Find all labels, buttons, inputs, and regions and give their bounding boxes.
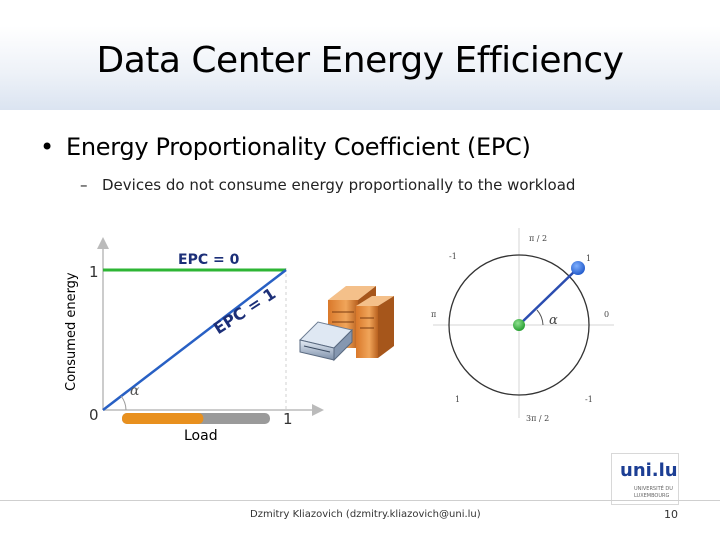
- circle-scale-label: -1: [449, 252, 457, 261]
- graph-angle-label: α: [130, 383, 140, 399]
- circle-label-bottom: 3π / 2: [526, 414, 550, 423]
- bullet-dot-icon: •: [40, 133, 54, 161]
- vector-tip-dot: [571, 261, 585, 275]
- circle-angle-label: α: [549, 313, 558, 328]
- circle-scale-label: 1: [586, 254, 592, 263]
- logo-line: UNIVERSITÉ DU: [634, 486, 673, 492]
- circle-label-left: π: [431, 310, 437, 319]
- page-number: 10: [664, 508, 678, 521]
- tick-x-one: 1: [283, 410, 293, 428]
- sub-bullet-item: – Devices do not consume energy proportio…: [80, 176, 575, 194]
- bullet-item: • Energy Proportionality Coefficient (EPC…: [40, 133, 531, 161]
- university-logo: uni.lu UNIVERSITÉ DU LUXEMBOURG: [611, 453, 679, 505]
- footer-divider: [0, 500, 720, 501]
- unit-circle-diagram: [433, 228, 614, 418]
- footer-author: Dzmitry Kliazovich (dzmitry.kliazovich@u…: [250, 509, 481, 520]
- epc-one-line: [102, 269, 287, 411]
- circle-scale-label: -1: [585, 395, 593, 404]
- circle-label-right: 0: [604, 310, 610, 319]
- load-bar-fill: [122, 413, 204, 424]
- logo-line: LUXEMBOURG: [634, 493, 670, 499]
- angle-arc: [120, 395, 127, 411]
- logo-mark: uni.lu: [620, 460, 678, 481]
- bullet-text: Energy Proportionality Coefficient (EPC): [66, 133, 531, 161]
- circle-angle-arc: [536, 309, 544, 326]
- dash-icon: –: [80, 176, 88, 194]
- epc-zero-label: EPC = 0: [178, 252, 240, 268]
- sub-bullet-text: Devices do not consume energy proportion…: [102, 176, 576, 194]
- title-band: [0, 26, 720, 110]
- y-axis-label: Consumed energy: [64, 272, 79, 391]
- circle-scale-label: 1: [455, 395, 461, 404]
- unit-circle: [448, 254, 590, 396]
- server-clipart: [299, 286, 394, 362]
- circle-label-top: π / 2: [529, 234, 548, 243]
- tick-y-one: 1: [89, 263, 99, 281]
- tick-origin: 0: [89, 406, 99, 424]
- circle-center-dot: [513, 319, 525, 331]
- circle-vector: [518, 267, 579, 326]
- slide-title: Data Center Energy Efficiency: [96, 40, 624, 81]
- x-axis-label: Load: [184, 428, 218, 444]
